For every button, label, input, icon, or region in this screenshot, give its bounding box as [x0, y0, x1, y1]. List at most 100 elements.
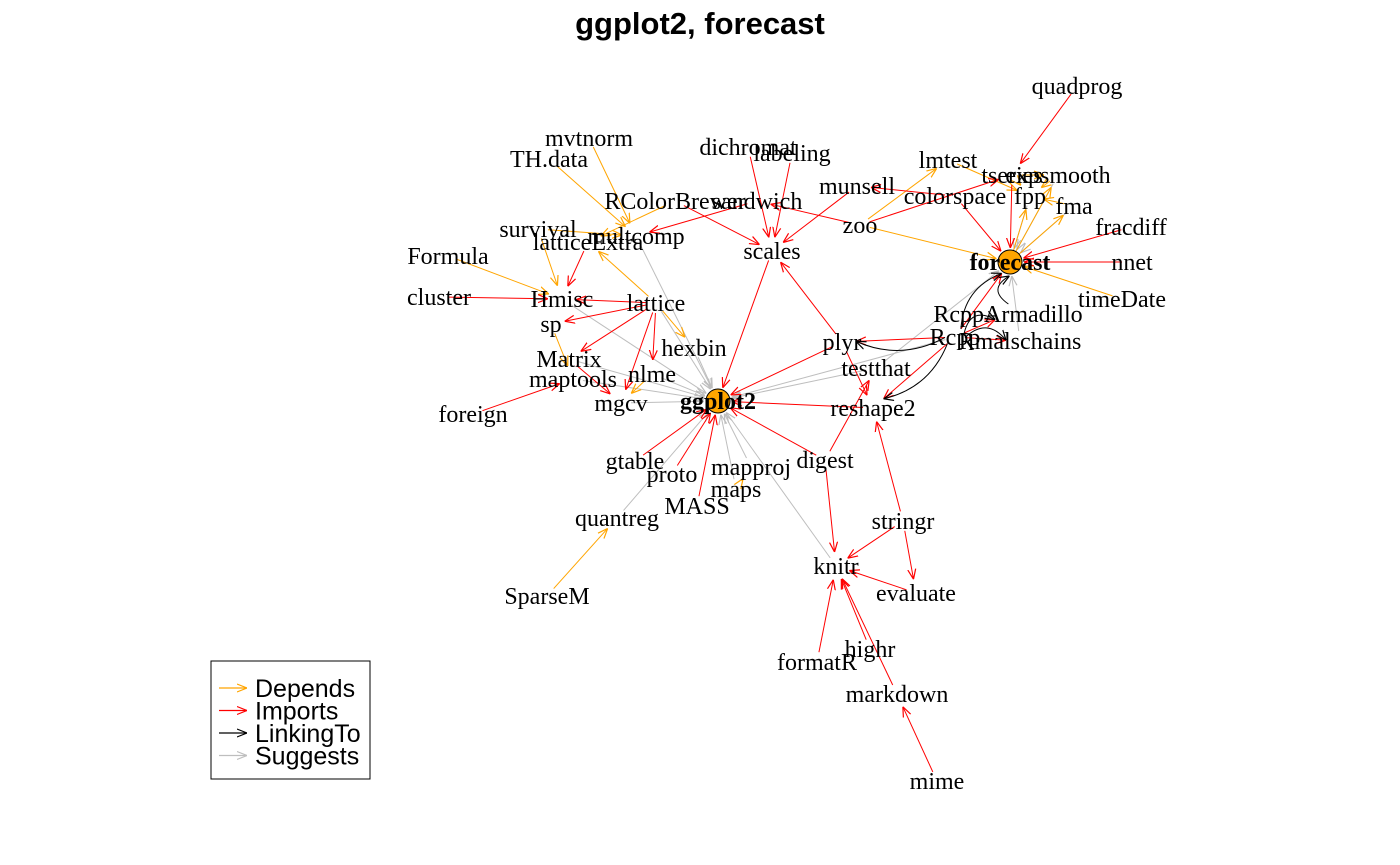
edge-quadprog-to-tseries-imports [1020, 93, 1072, 164]
node-label: tseries [981, 163, 1042, 189]
node-label: fracdiff [1095, 215, 1167, 241]
legend-item-linkingto: LinkingTo [219, 720, 361, 748]
edge-RcppArmadillo-to-forecast-linkingto [997, 276, 1010, 305]
edge-zoo-to-tseries-imports [869, 179, 998, 223]
edge-Matrix-to-ggplot2-suggests [578, 361, 705, 397]
node-label: maptools [529, 367, 617, 393]
edge-stringr-to-reshape2-imports [877, 422, 901, 512]
edge-Rcpp-to-reshape2-linkingto [884, 343, 948, 399]
node-label: ggplot2 [680, 389, 756, 415]
node-label: nnet [1111, 250, 1153, 276]
node-reshape2: reshape2 [830, 396, 915, 422]
edge-lattice-to-nlme-imports [653, 312, 656, 360]
legend-item-suggests: Suggests [219, 743, 359, 771]
edge-TH.data-to-multcomp-depends [556, 165, 625, 227]
edge-formatR-to-knitr-imports [818, 580, 833, 653]
node-nnet: nnet [1111, 250, 1153, 276]
node-label: Rcpp [930, 325, 981, 351]
node-label: forecast [970, 250, 1051, 276]
graph-title: ggplot2, forecast [575, 6, 825, 41]
edge-colorspace-to-forecast-imports [961, 203, 1001, 252]
node-label: mime [910, 769, 965, 795]
node-label: munsell [819, 174, 895, 200]
edge-munsell-to-scales-imports [783, 191, 850, 242]
node-Formula: Formula [407, 244, 489, 270]
edge-maps-to-mapproj-depends [742, 479, 743, 481]
node-lmtest: lmtest [919, 148, 978, 174]
edge-Rcpp-to-forecast-linkingto [960, 273, 1002, 329]
edge-sandwich-to-multcomp-imports [649, 203, 748, 232]
node-quantreg: quantreg [575, 506, 659, 532]
edge-zoo-to-forecast-depends [869, 226, 997, 258]
edge-Rcpp-to-RcppArmadillo-imports [963, 320, 995, 334]
edge-Formula-to-Hmisc-depends [457, 259, 549, 295]
edge-mvtnorm-to-multcomp-depends [592, 146, 630, 223]
node-digest: digest [796, 448, 854, 474]
node-survival: survival [499, 217, 577, 243]
node-latticeExtra: latticeExtra [533, 230, 644, 256]
edge-tseries-to-forecast-imports [1010, 184, 1011, 248]
node-label: lattice [627, 291, 686, 317]
edge-Rcpp-to-Rmalschains-linkingto [964, 327, 1006, 340]
node-label: markdown [846, 682, 949, 708]
node-maps: maps [711, 477, 762, 503]
node-lattice: lattice [627, 291, 686, 317]
node-mime: mime [910, 769, 965, 795]
legend-item-depends: Depends [219, 675, 355, 703]
edge-tseries-to-fpp-depends [1019, 183, 1021, 186]
node-label: stringr [872, 509, 935, 535]
node-label: gtable [606, 449, 665, 475]
edge-lattice-to-sp-imports [565, 304, 647, 321]
edge-Rcpp-to-plyr-linkingto [856, 337, 946, 351]
node-labeling: labeling [753, 141, 830, 167]
node-label: zoo [843, 213, 878, 239]
node-label: timeDate [1078, 287, 1166, 313]
edge-mime-to-markdown-imports [903, 707, 934, 773]
edge-digest-to-testthat-imports [829, 380, 869, 452]
edge-sp-to-maptools-depends [554, 333, 568, 366]
edge-latticeExtra-to-Hmisc-imports [568, 250, 585, 286]
node-label: colorspace [904, 184, 1007, 210]
node-label: Rmalschains [959, 329, 1082, 355]
node-colorspace: colorspace [904, 184, 1007, 210]
edge-foreign-to-maptools-imports [482, 384, 559, 412]
node-cluster: cluster [407, 285, 471, 311]
node-fma: fma [1055, 194, 1093, 220]
edge-labeling-to-scales-imports [775, 162, 791, 237]
node-mvtnorm: mvtnorm [545, 126, 633, 152]
node-mgcv: mgcv [594, 391, 647, 417]
node-label: scales [743, 239, 800, 265]
node-expsmooth: expsmooth [1005, 163, 1110, 189]
node-Hmisc: Hmisc [531, 287, 594, 313]
edge-plyr-to-ggplot2-imports [731, 345, 834, 395]
legend-label: Depends [255, 675, 355, 703]
edge-survival-to-multcomp-depends [547, 229, 622, 235]
node-Matrix: Matrix [536, 347, 601, 373]
node-forecast: forecast [970, 249, 1051, 276]
edge-nlme-to-mgcv-depends [631, 380, 646, 394]
edge-Rcpp-to-RcppArmadillo-linkingto [963, 315, 995, 334]
node-label: testthat [841, 356, 911, 382]
edge-MASS-to-ggplot2-imports [698, 415, 715, 497]
node-label: dichromat [699, 135, 797, 161]
edge-Matrix-to-mgcv-imports [576, 365, 611, 393]
node-sandwich: sandwich [712, 189, 803, 215]
node-MASS: MASS [664, 494, 729, 520]
edge-forecast-to-fma-depends [1017, 215, 1064, 256]
legend-label: Suggests [255, 743, 359, 771]
node-RcppArmadillo: RcppArmadillo [933, 302, 1082, 328]
edge-digest-to-ggplot2-imports [730, 408, 817, 456]
node-label: Formula [407, 244, 489, 270]
node-label: nlme [628, 362, 676, 388]
node-label: maps [711, 477, 762, 503]
edge-zoo-to-lmtest-depends [867, 168, 937, 220]
node-fracdiff: fracdiff [1095, 215, 1167, 241]
edges-layer [448, 93, 1122, 773]
node-zoo: zoo [843, 213, 878, 239]
node-foreign: foreign [438, 402, 507, 428]
node-label: SparseM [504, 584, 589, 610]
node-label: latticeExtra [533, 230, 644, 256]
node-timeDate: timeDate [1078, 287, 1166, 313]
node-label: proto [647, 462, 698, 488]
